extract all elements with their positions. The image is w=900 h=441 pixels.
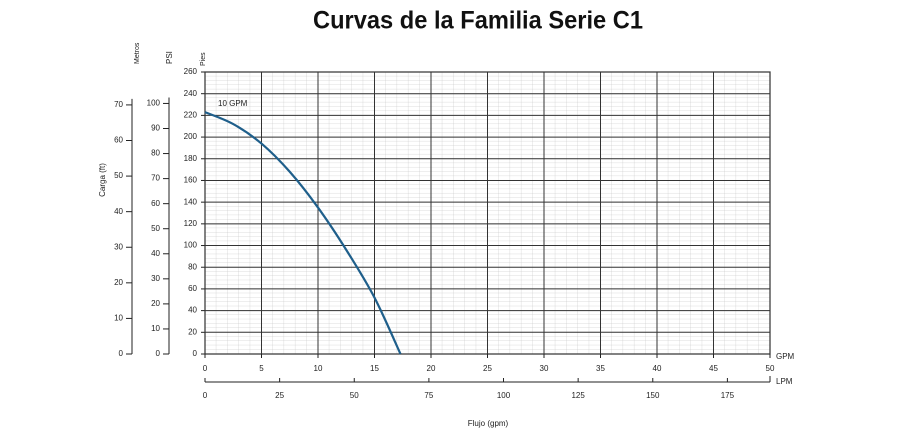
x-tick-label: 25: [483, 364, 492, 373]
psi-tick-label: 60: [151, 199, 160, 208]
curve-label: 10 GPM: [218, 99, 248, 108]
chart-title: Curvas de la Familia Serie C1: [313, 7, 643, 35]
x-tick-label: 15: [370, 364, 379, 373]
y-tick-label: 260: [184, 67, 198, 76]
psi-tick-label: 80: [151, 149, 160, 158]
x-axis-title: Flujo (gpm): [468, 419, 509, 428]
lpm-tick-label: 75: [424, 391, 433, 400]
x-tick-label: 50: [766, 364, 775, 373]
metros-tick-label: 10: [114, 314, 123, 323]
psi-tick-label: 90: [151, 124, 160, 133]
psi-tick-label: 0: [156, 349, 161, 358]
pies-axis-title: Pies: [200, 52, 207, 66]
y-tick-label: 220: [184, 110, 198, 119]
psi-tick-label: 20: [151, 299, 160, 308]
psi-tick-label: 70: [151, 174, 160, 183]
lpm-tick-label: 0: [203, 391, 208, 400]
metros-tick-label: 70: [114, 100, 123, 109]
metros-tick-label: 50: [114, 171, 123, 180]
psi-axis-title: PSI: [165, 51, 174, 64]
x-tick-label: 20: [427, 364, 436, 373]
y-tick-label: 180: [184, 154, 198, 163]
x-tick-label: 0: [203, 364, 208, 373]
metros-tick-label: 40: [114, 207, 123, 216]
x-tick-label: 30: [540, 364, 549, 373]
x-tick-label: 45: [709, 364, 718, 373]
y-tick-label: 160: [184, 176, 198, 185]
y-tick-label: 140: [184, 197, 198, 206]
lpm-tick-label: 25: [275, 391, 284, 400]
y-tick-label: 60: [188, 284, 197, 293]
y-tick-label: 200: [184, 132, 198, 141]
lpm-tick-label: 50: [350, 391, 359, 400]
y-tick-label: 40: [188, 306, 197, 315]
psi-tick-label: 10: [151, 324, 160, 333]
psi-tick-label: 100: [147, 99, 161, 108]
metros-tick-label: 60: [114, 136, 123, 145]
y-tick-label: 240: [184, 89, 198, 98]
x-tick-label: 35: [596, 364, 605, 373]
curve: [204, 111, 402, 355]
y-axis-title: Carga (ft): [98, 163, 107, 197]
lpm-unit-label: LPM: [776, 377, 793, 386]
x-unit-label: GPM: [776, 352, 795, 361]
y-tick-label: 80: [188, 262, 197, 271]
y-tick-label: 120: [184, 219, 198, 228]
psi-tick-label: 50: [151, 224, 160, 233]
lpm-tick-label: 175: [721, 391, 735, 400]
metros-tick-label: 30: [114, 242, 123, 251]
psi-tick-label: 30: [151, 274, 160, 283]
x-tick-label: 5: [259, 364, 264, 373]
y-tick-label: 0: [193, 349, 198, 358]
y-tick-label: 20: [188, 327, 197, 336]
lpm-tick-label: 125: [571, 391, 585, 400]
lpm-tick-label: 100: [497, 391, 511, 400]
metros-tick-label: 0: [119, 349, 124, 358]
y-tick-label: 100: [184, 241, 198, 250]
lpm-tick-label: 150: [646, 391, 660, 400]
x-tick-label: 10: [314, 364, 323, 373]
metros-tick-label: 20: [114, 278, 123, 287]
metros-axis-title: Metros: [134, 42, 141, 64]
x-tick-label: 40: [653, 364, 662, 373]
psi-tick-label: 40: [151, 249, 160, 258]
